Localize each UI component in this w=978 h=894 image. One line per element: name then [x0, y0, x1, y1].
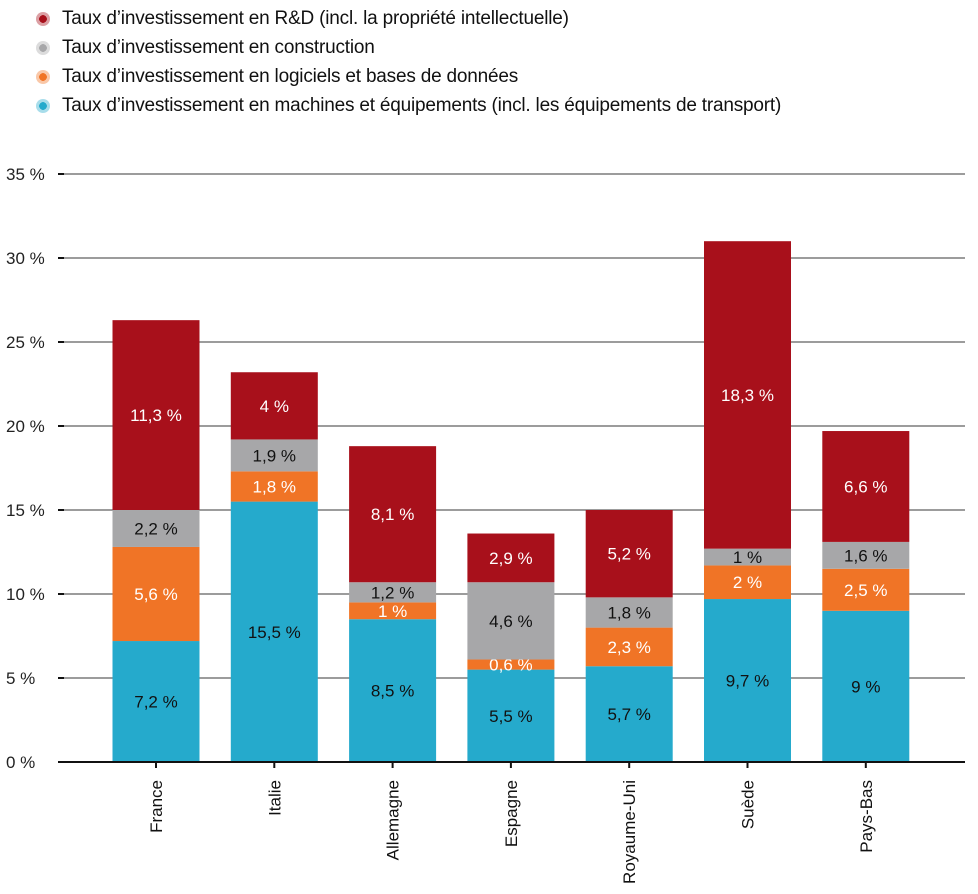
bar-segment [349, 446, 437, 583]
y-tick-label: 5 % [6, 669, 35, 688]
bar-segment [467, 582, 555, 660]
legend-item: Taux d’investissement en logiciels et ba… [36, 62, 781, 91]
data-label: 8,1 % [371, 505, 414, 524]
data-label: 1 % [378, 602, 407, 621]
bar-segment [822, 610, 910, 762]
category-label: France [147, 780, 166, 833]
legend-dot-icon [36, 40, 50, 55]
data-label: 4 % [260, 397, 289, 416]
data-label: 2 % [733, 573, 762, 592]
y-tick-label: 30 % [6, 249, 45, 268]
bar-segment [349, 582, 437, 603]
bar-segment [585, 627, 673, 667]
data-label: 11,3 % [130, 406, 182, 425]
legend-dot-icon [36, 98, 50, 113]
bar-segment [585, 666, 673, 762]
bar-segment [704, 241, 791, 549]
data-label: 1 % [733, 548, 762, 567]
bar-segment [704, 599, 791, 762]
data-label: 15,5 % [248, 623, 301, 642]
y-tick-label: 0 % [6, 753, 35, 772]
bar-segment [112, 320, 200, 510]
bar-segment [112, 641, 200, 762]
bar-segment [585, 510, 673, 598]
legend-item: Taux d’investissement en construction [36, 33, 781, 62]
legend-item: Taux d’investissement en R&D (incl. la p… [36, 4, 781, 33]
category-label: Italie [265, 780, 284, 816]
bar-segment [467, 533, 555, 583]
bar-segment [230, 439, 318, 472]
bar-segment [822, 431, 910, 542]
legend-label: Taux d’investissement en R&D (incl. la p… [62, 7, 569, 29]
bar-segment [230, 372, 318, 440]
legend-dot-icon [36, 11, 50, 26]
bar-segment [822, 541, 910, 569]
legend-label: Taux d’investissement en logiciels et ba… [62, 65, 519, 87]
bar-segment [822, 568, 910, 611]
category-label: Allemagne [384, 780, 403, 860]
legend: Taux d’investissement en R&D (incl. la p… [36, 4, 781, 120]
bar-segment [467, 659, 555, 670]
data-label: 1,2 % [371, 583, 414, 602]
legend-label: Taux d’investissement en machines et équ… [62, 94, 782, 116]
bar-segment [704, 548, 791, 566]
data-label: 5,7 % [607, 705, 650, 724]
bar-segment [112, 510, 200, 547]
category-label: Suède [739, 780, 758, 829]
data-label: 1,6 % [844, 546, 887, 565]
y-tick-label: 25 % [6, 333, 45, 352]
data-label: 5,2 % [607, 545, 650, 564]
bar-segment [349, 602, 437, 620]
data-label: 1,9 % [253, 446, 296, 465]
legend-label: Taux d’investissement en construction [62, 36, 375, 58]
bar-segment [112, 546, 200, 642]
bar-segment [349, 619, 437, 762]
data-label: 2,5 % [844, 581, 887, 600]
y-tick-label: 20 % [6, 417, 45, 436]
bar-segment [230, 501, 318, 762]
y-tick-label: 10 % [6, 585, 45, 604]
data-label: 2,2 % [134, 519, 177, 538]
legend-item: Taux d’investissement en machines et équ… [36, 91, 781, 120]
data-label: 5,5 % [489, 707, 532, 726]
data-label: 1,8 % [253, 477, 296, 496]
data-label: 2,9 % [489, 549, 532, 568]
bar-segment [704, 565, 791, 600]
category-label: Royaume-Uni [620, 780, 639, 884]
data-label: 9,7 % [726, 672, 769, 691]
category-label: Espagne [502, 780, 521, 847]
data-label: 6,6 % [844, 477, 887, 496]
data-label: 1,8 % [607, 603, 650, 622]
data-label: 0,6 % [489, 656, 532, 675]
data-label: 9 % [851, 677, 880, 696]
data-label: 7,2 % [134, 693, 177, 712]
y-tick-label: 35 % [6, 165, 45, 184]
data-label: 18,3 % [721, 386, 774, 405]
data-label: 5,6 % [134, 585, 177, 604]
bar-segment [585, 597, 673, 628]
y-tick-label: 15 % [6, 501, 45, 520]
bar-segment [467, 669, 555, 762]
data-label: 2,3 % [607, 638, 650, 657]
bar-segment [230, 471, 318, 502]
data-label: 4,6 % [489, 612, 532, 631]
data-label: 8,5 % [371, 682, 414, 701]
legend-dot-icon [36, 69, 50, 84]
category-label: Pays-Bas [857, 780, 876, 853]
